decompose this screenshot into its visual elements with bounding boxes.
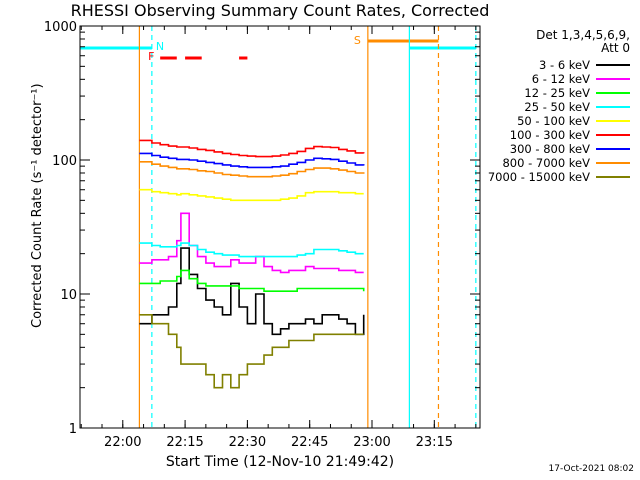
x-tick-label: 22:15	[166, 435, 203, 450]
legend-swatch	[596, 64, 630, 66]
legend-swatch	[596, 78, 630, 80]
series-line-7	[139, 161, 365, 178]
legend-entry-label: 12 - 25 keV	[524, 86, 590, 100]
series-line-8	[139, 314, 364, 389]
series-line-6	[139, 152, 365, 169]
legend-entry-label: 300 - 800 keV	[509, 142, 590, 156]
legend-entry: 12 - 25 keV	[486, 86, 640, 100]
flag-label-s: S	[354, 34, 361, 47]
y-tick-label: 1	[69, 422, 77, 437]
x-tick-label: 22:30	[229, 435, 266, 450]
plot-frame	[79, 25, 481, 429]
legend-entry: 25 - 50 keV	[486, 100, 640, 114]
legend-detector-line: Det 1,3,4,5,6,9,	[536, 28, 630, 42]
legend-entry: 100 - 300 keV	[486, 128, 640, 142]
legend-entry: 800 - 7000 keV	[486, 156, 640, 170]
flag-label-f: F	[148, 50, 154, 63]
y-tick-label: 100	[52, 154, 77, 169]
legend-entry-label: 800 - 7000 keV	[502, 156, 590, 170]
series-line-3	[139, 242, 364, 258]
series-line-0	[139, 247, 365, 336]
legend-entry: 3 - 6 keV	[486, 58, 640, 72]
legend-entry-label: 7000 - 15000 keV	[487, 170, 590, 184]
y-tick-label: 1000	[44, 20, 77, 35]
generation-timestamp: 17-Oct-2021 08:02	[548, 464, 634, 474]
y-tick-label: 10	[60, 288, 77, 303]
legend-entry-label: 100 - 300 keV	[509, 128, 590, 142]
legend-swatch	[596, 162, 630, 164]
chart-title: RHESSI Observing Summary Count Rates, Co…	[70, 1, 490, 20]
series-line-4	[139, 188, 364, 202]
legend-entry: 50 - 100 keV	[486, 114, 640, 128]
legend-swatch	[596, 120, 630, 122]
legend-entry: 7000 - 15000 keV	[486, 170, 640, 184]
x-tick-label: 23:15	[416, 435, 453, 450]
legend-entry-label: 50 - 100 keV	[517, 114, 590, 128]
legend-entry-label: 6 - 12 keV	[531, 72, 590, 86]
legend-swatch	[596, 106, 630, 108]
legend-entry: 300 - 800 keV	[486, 142, 640, 156]
legend-entry-label: 3 - 6 keV	[539, 58, 590, 72]
y-axis-label: Corrected Count Rate (s⁻¹ detector⁻¹)	[30, 83, 45, 328]
legend-swatch	[596, 134, 630, 136]
legend-attenuator-line: Att 0	[601, 41, 630, 55]
series-line-5	[139, 139, 365, 158]
legend-entry-label: 25 - 50 keV	[524, 100, 590, 114]
legend-entry: 6 - 12 keV	[486, 72, 640, 86]
x-tick-label: 22:45	[291, 435, 328, 450]
flag-label-n: N	[156, 40, 164, 53]
series-line-1	[139, 212, 364, 274]
x-tick-label: 22:00	[104, 435, 141, 450]
legend-swatch	[596, 92, 630, 94]
legend-swatch	[596, 148, 630, 150]
x-axis-label: Start Time (12-Nov-10 21:49:42)	[165, 454, 395, 470]
series-line-2	[139, 269, 365, 292]
legend-swatch	[596, 176, 630, 178]
x-tick-label: 23:00	[353, 435, 390, 450]
